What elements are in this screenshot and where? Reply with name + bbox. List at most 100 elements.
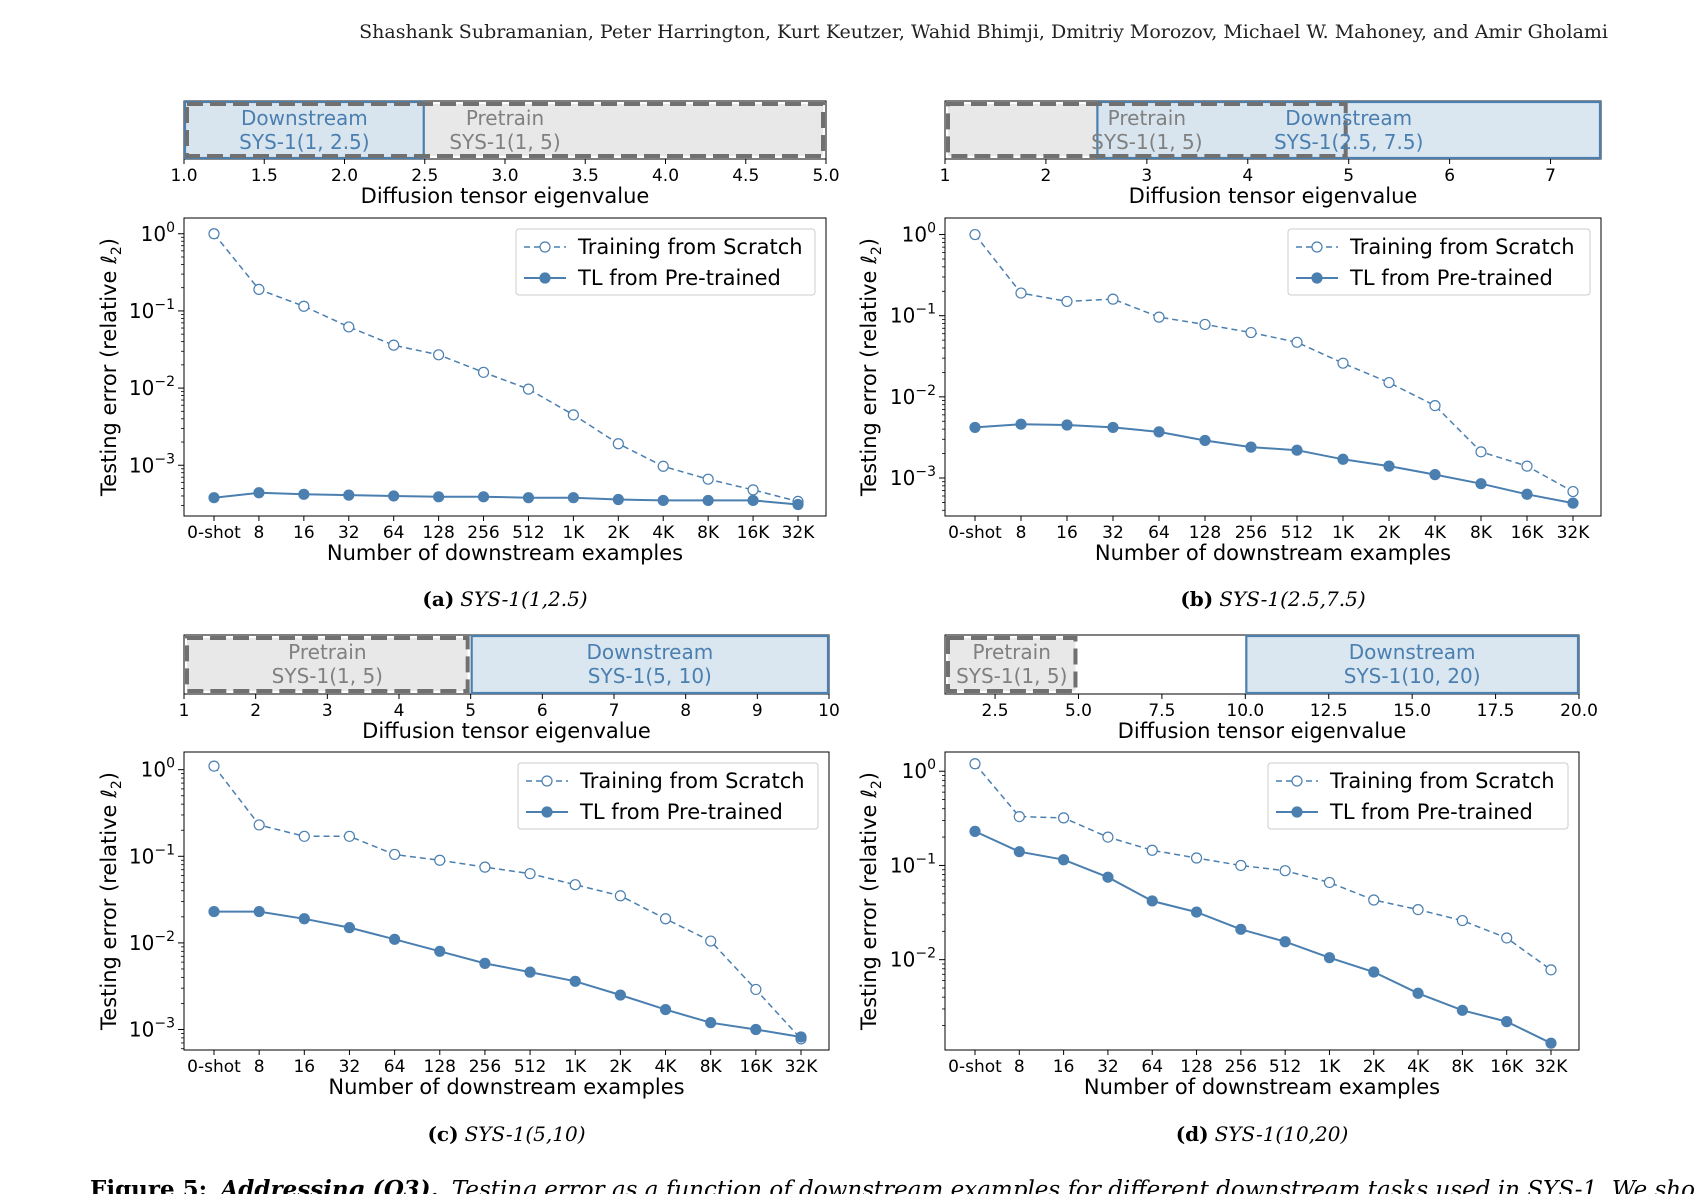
y-axis-title-text: Testing error (relative ℓ bbox=[857, 255, 881, 497]
pretrained-point bbox=[792, 498, 804, 511]
pretrain-range-label: SYS-1(1, 5) bbox=[956, 664, 1067, 688]
pretrained-point bbox=[657, 494, 669, 507]
y-tick-base: 10 bbox=[129, 453, 154, 477]
y-tick-base: 10 bbox=[890, 853, 915, 877]
downstream-range-box bbox=[1096, 100, 1602, 160]
series-pretrained bbox=[969, 825, 1557, 1049]
scratch-point bbox=[343, 830, 356, 842]
y-tick-base: 10 bbox=[141, 758, 166, 782]
x-tick-label: 4K bbox=[652, 523, 675, 543]
pretrained-point bbox=[1323, 952, 1336, 964]
scratch-point bbox=[343, 321, 355, 333]
y-tick-exponent: 0 bbox=[927, 221, 936, 237]
y-tick-base: 10 bbox=[902, 759, 927, 783]
y-axis-title: Testing error (relative ℓ2) bbox=[97, 772, 125, 1031]
range-axis-tick-label: 1 bbox=[940, 166, 951, 186]
x-tick-label: 64 bbox=[384, 1057, 406, 1077]
x-tick-label: 64 bbox=[383, 523, 405, 543]
pretrain-range-fill bbox=[187, 638, 468, 691]
scratch-line bbox=[974, 763, 1552, 971]
y-tick-label: 100 bbox=[141, 756, 175, 782]
y-tick-label: 100 bbox=[902, 221, 936, 247]
x-tick-label: 4K bbox=[655, 1057, 678, 1077]
pretrained-point bbox=[1190, 906, 1203, 918]
range-axis-tick-label: 4.5 bbox=[732, 166, 759, 186]
scratch-point bbox=[1429, 399, 1441, 412]
x-tick-label: 8K bbox=[697, 523, 720, 543]
scratch-point bbox=[298, 300, 310, 312]
scratch-point bbox=[1368, 894, 1380, 906]
subfigure-label: (d) bbox=[1176, 1122, 1209, 1146]
x-tick-label: 8 bbox=[1016, 523, 1027, 543]
range-axis-tick-label: 4 bbox=[394, 701, 405, 721]
pretrained-point bbox=[1245, 441, 1257, 453]
y-tick-label: 10−2 bbox=[129, 929, 175, 955]
scratch-point bbox=[705, 935, 717, 947]
pretrained-point bbox=[614, 989, 626, 1001]
pretrained-point bbox=[1456, 1004, 1468, 1016]
x-tick-label: 128 bbox=[422, 523, 454, 543]
figure-caption-title: Addressing (Q3). bbox=[218, 1176, 438, 1194]
y-axis-title-close: ) bbox=[97, 772, 121, 780]
pretrained-point bbox=[433, 491, 445, 503]
x-tick-label: 4K bbox=[1407, 1057, 1430, 1077]
range-axis-tick-label: 7.5 bbox=[1148, 701, 1175, 721]
range-axis-tick-label: 1 bbox=[179, 701, 190, 721]
range-axis-tick-label: 9 bbox=[752, 701, 763, 721]
series-pretrained bbox=[208, 905, 807, 1043]
range-axis-tick-label: 2 bbox=[250, 701, 261, 721]
x-tick-label: 16 bbox=[1053, 1057, 1075, 1077]
y-tick-base: 10 bbox=[902, 223, 927, 247]
legend-marker bbox=[539, 241, 551, 253]
x-tick-label: 16K bbox=[1490, 1057, 1524, 1077]
range-axis-tick-label: 8 bbox=[680, 701, 691, 721]
pretrain-label: Pretrain bbox=[466, 106, 544, 130]
range-axis-title: Diffusion tensor eigenvalue bbox=[361, 184, 650, 208]
x-tick-label: 1K bbox=[562, 523, 585, 543]
pretrained-line bbox=[214, 910, 802, 1038]
pretrained-point bbox=[1521, 488, 1533, 500]
pretrained-point bbox=[1429, 469, 1441, 481]
range-axis-tick-label: 10 bbox=[818, 701, 840, 721]
downstream-range-box bbox=[1245, 634, 1580, 695]
plot-frame bbox=[944, 751, 1580, 1051]
legend-marker bbox=[539, 272, 551, 284]
legend-marker bbox=[541, 806, 553, 818]
scratch-point bbox=[969, 758, 981, 770]
scratch-point bbox=[1146, 844, 1158, 856]
y-tick-label: 10−1 bbox=[890, 302, 936, 328]
x-tick-label: 32 bbox=[1102, 523, 1124, 543]
y-axis-title-close: ) bbox=[857, 238, 881, 246]
pretrained-point bbox=[1291, 444, 1303, 456]
scratch-point bbox=[253, 819, 265, 831]
x-tick-label: 8 bbox=[254, 1057, 265, 1077]
plot-frame bbox=[944, 217, 1602, 517]
scratch-point bbox=[1199, 318, 1211, 331]
pretrained-point bbox=[569, 975, 581, 987]
x-tick-label: 16K bbox=[1511, 523, 1545, 543]
range-axis-title: Diffusion tensor eigenvalue bbox=[1118, 719, 1407, 743]
pretrained-point bbox=[1153, 426, 1165, 438]
x-tick-label: 16 bbox=[1056, 523, 1078, 543]
y-tick-base: 10 bbox=[890, 304, 915, 328]
pretrained-point bbox=[747, 494, 759, 507]
series-pretrained bbox=[208, 487, 804, 511]
downstream-label: Downstream bbox=[241, 106, 368, 130]
x-tick-label: 256 bbox=[469, 1057, 501, 1077]
scratch-point bbox=[1456, 914, 1468, 927]
figure-caption-label: Figure 5: bbox=[90, 1176, 207, 1194]
y-tick-base: 10 bbox=[129, 931, 154, 955]
pretrained-point bbox=[705, 1017, 717, 1029]
plot-frame bbox=[183, 751, 830, 1051]
y-tick-exponent: −1 bbox=[154, 297, 175, 313]
x-tick-label: 2K bbox=[1363, 1057, 1386, 1077]
pretrained-point bbox=[969, 825, 981, 837]
scratch-point bbox=[1102, 831, 1114, 843]
scratch-point bbox=[1107, 293, 1119, 305]
pretrained-point bbox=[702, 494, 714, 507]
scratch-point bbox=[569, 879, 581, 891]
